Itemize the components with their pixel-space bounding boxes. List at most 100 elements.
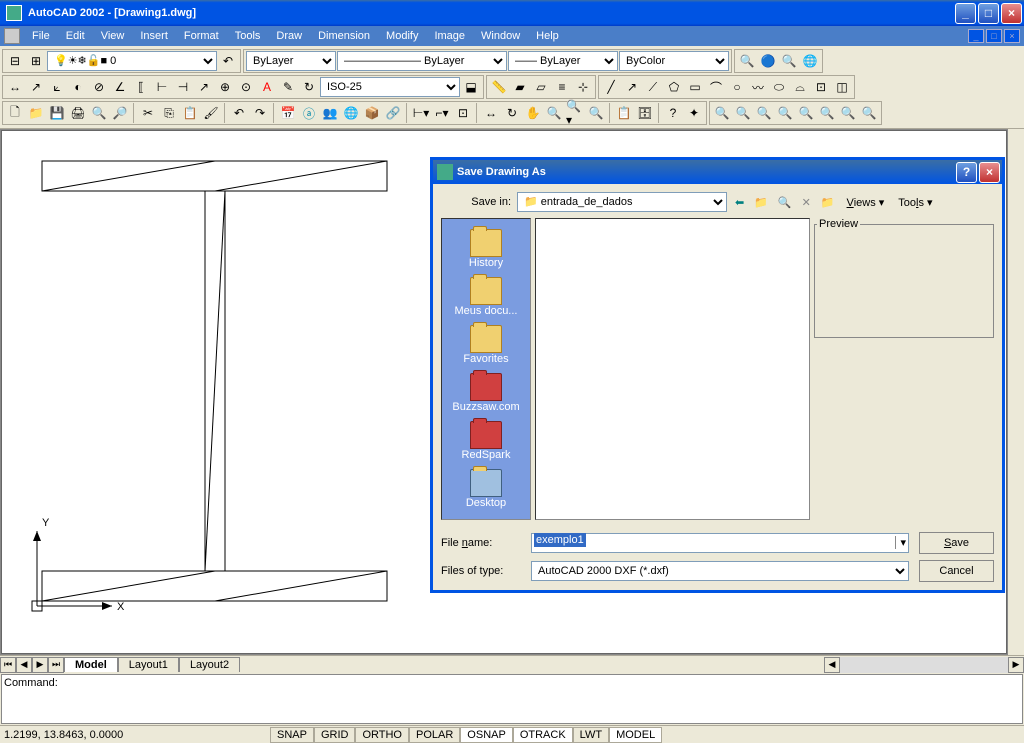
dim-style-icon[interactable]: ⬓	[461, 77, 481, 97]
autodesk-icon[interactable]: ⓐ	[299, 103, 319, 123]
tab-nav-next[interactable]: ▶	[32, 657, 48, 673]
hyperlink-icon[interactable]: 🔗	[383, 103, 403, 123]
osnap-icon[interactable]: ⊢▾	[411, 103, 431, 123]
dim-center-icon[interactable]: ⊙	[236, 77, 256, 97]
status-osnap[interactable]: OSNAP	[460, 727, 513, 743]
status-polar[interactable]: POLAR	[409, 727, 460, 743]
maximize-button[interactable]: □	[978, 3, 999, 24]
tab-nav-prev[interactable]: ◀	[16, 657, 32, 673]
search-web-icon[interactable]: 🔍	[776, 196, 794, 209]
locate-icon[interactable]: ⊹	[573, 77, 593, 97]
zoom-in-icon[interactable]: 🔍	[796, 103, 816, 123]
dim-tolerance-icon[interactable]: ⊕	[215, 77, 235, 97]
today-icon[interactable]: 📅	[278, 103, 298, 123]
undo-icon[interactable]: ↶	[229, 103, 249, 123]
dim-textedit-icon[interactable]: ✎	[278, 77, 298, 97]
zoom-extents-icon[interactable]: 🔍	[859, 103, 879, 123]
ellipse-icon[interactable]: ⬭	[769, 77, 789, 97]
views-menu[interactable]: Views ▾	[843, 196, 889, 209]
status-snap[interactable]: SNAP	[270, 727, 314, 743]
dim-angular-icon[interactable]: ∠	[110, 77, 130, 97]
dim-update-icon[interactable]: ↻	[299, 77, 319, 97]
menu-insert[interactable]: Insert	[132, 28, 176, 44]
up-icon[interactable]: 📁	[752, 196, 770, 209]
delete-icon[interactable]: ✕	[800, 196, 813, 209]
save-button[interactable]: Save	[919, 532, 994, 554]
zoom-prev-icon[interactable]: 🔍	[586, 103, 606, 123]
paste-icon[interactable]: 📋	[180, 103, 200, 123]
menu-draw[interactable]: Draw	[268, 28, 310, 44]
status-model[interactable]: MODEL	[609, 727, 662, 743]
cut-icon[interactable]: ✂	[138, 103, 158, 123]
menu-help[interactable]: Help	[528, 28, 567, 44]
dialog-close-button[interactable]: ×	[979, 162, 1000, 183]
dist-icon[interactable]: 📏	[489, 77, 509, 97]
close-button[interactable]: ×	[1001, 3, 1022, 24]
pan-icon[interactable]: ✋	[523, 103, 543, 123]
spline-icon[interactable]: 〰	[748, 77, 768, 97]
menu-window[interactable]: Window	[473, 28, 528, 44]
new-icon[interactable]: 🗋	[5, 103, 25, 123]
aerial-view-icon[interactable]: 🔵	[758, 51, 778, 71]
place-history[interactable]: History	[446, 227, 526, 271]
tab-model[interactable]: Model	[64, 657, 118, 672]
find-icon[interactable]: 🔎	[110, 103, 130, 123]
status-lwt[interactable]: LWT	[573, 727, 609, 743]
redraw-icon[interactable]: ↻	[502, 103, 522, 123]
linetype-combo[interactable]: ——————— ByLayer	[337, 51, 507, 71]
zoom-all-icon[interactable]: 🔍	[838, 103, 858, 123]
place-buzzsaw[interactable]: Buzzsaw.com	[446, 371, 526, 415]
3dorbit-icon[interactable]: 🌐	[800, 51, 820, 71]
menu-image[interactable]: Image	[426, 28, 473, 44]
insert-block-icon[interactable]: ⊡	[811, 77, 831, 97]
menu-modify[interactable]: Modify	[378, 28, 426, 44]
dim-aligned-icon[interactable]: ↗	[26, 77, 46, 97]
zoom-scale-icon[interactable]: 🔍	[754, 103, 774, 123]
pline-icon[interactable]: ⟋	[643, 77, 663, 97]
dim-ordinate-icon[interactable]: ⟀	[47, 77, 67, 97]
tracking-icon[interactable]: ⊡	[453, 103, 473, 123]
status-grid[interactable]: GRID	[314, 727, 356, 743]
lineweight-combo[interactable]: —— ByLayer	[508, 51, 618, 71]
dim-radius-icon[interactable]: ◐	[68, 77, 88, 97]
circle-icon[interactable]: ○	[727, 77, 747, 97]
menu-tools[interactable]: Tools	[227, 28, 269, 44]
meetnow-icon[interactable]: 👥	[320, 103, 340, 123]
status-otrack[interactable]: OTRACK	[513, 727, 573, 743]
document-icon[interactable]	[4, 28, 20, 44]
zoom-center-icon[interactable]: 🔍	[775, 103, 795, 123]
back-icon[interactable]: ⬅	[733, 196, 746, 209]
preview-icon[interactable]: 🔍	[89, 103, 109, 123]
dimstyle-combo[interactable]: ISO-25	[320, 77, 460, 97]
minimize-button[interactable]: _	[955, 3, 976, 24]
xline-icon[interactable]: ↗	[622, 77, 642, 97]
layer-prev-icon[interactable]: ↶	[218, 51, 238, 71]
zoom-rt-icon[interactable]: 🔍	[544, 103, 564, 123]
menu-file[interactable]: File	[24, 28, 58, 44]
dim-continue-icon[interactable]: ⊣	[173, 77, 193, 97]
menu-edit[interactable]: Edit	[58, 28, 93, 44]
active-assist-icon[interactable]: ✦	[684, 103, 704, 123]
menu-view[interactable]: View	[93, 28, 133, 44]
line-icon[interactable]: ╱	[601, 77, 621, 97]
region-icon[interactable]: ▱	[531, 77, 551, 97]
horizontal-scrollbar[interactable]: ◀ ▶	[824, 657, 1024, 673]
zoom-win-icon[interactable]: 🔍▾	[565, 103, 585, 123]
matchprop-icon[interactable]: 🖌	[201, 103, 221, 123]
ellipse-arc-icon[interactable]: ⌓	[790, 77, 810, 97]
copy-icon[interactable]: ⎘	[159, 103, 179, 123]
tab-nav-first[interactable]: ⏮	[0, 657, 16, 673]
cancel-button[interactable]: Cancel	[919, 560, 994, 582]
dbconnect-icon[interactable]: 🗄	[635, 103, 655, 123]
dim-baseline-icon[interactable]: ⊢	[152, 77, 172, 97]
place-documents[interactable]: Meus docu...	[446, 275, 526, 319]
filename-input[interactable]: exemplo1 ▾	[531, 533, 909, 553]
place-redspark[interactable]: RedSpark	[446, 419, 526, 463]
command-area[interactable]: Command:	[1, 674, 1023, 724]
new-folder-icon[interactable]: 📁	[819, 196, 837, 209]
make-block-icon[interactable]: ◫	[832, 77, 852, 97]
plotstyle-combo[interactable]: ByColor	[619, 51, 729, 71]
zoom-dynamic-icon[interactable]: 🔍	[733, 103, 753, 123]
ucs-icon[interactable]: ⌐▾	[432, 103, 452, 123]
color-combo[interactable]: ByLayer	[246, 51, 336, 71]
